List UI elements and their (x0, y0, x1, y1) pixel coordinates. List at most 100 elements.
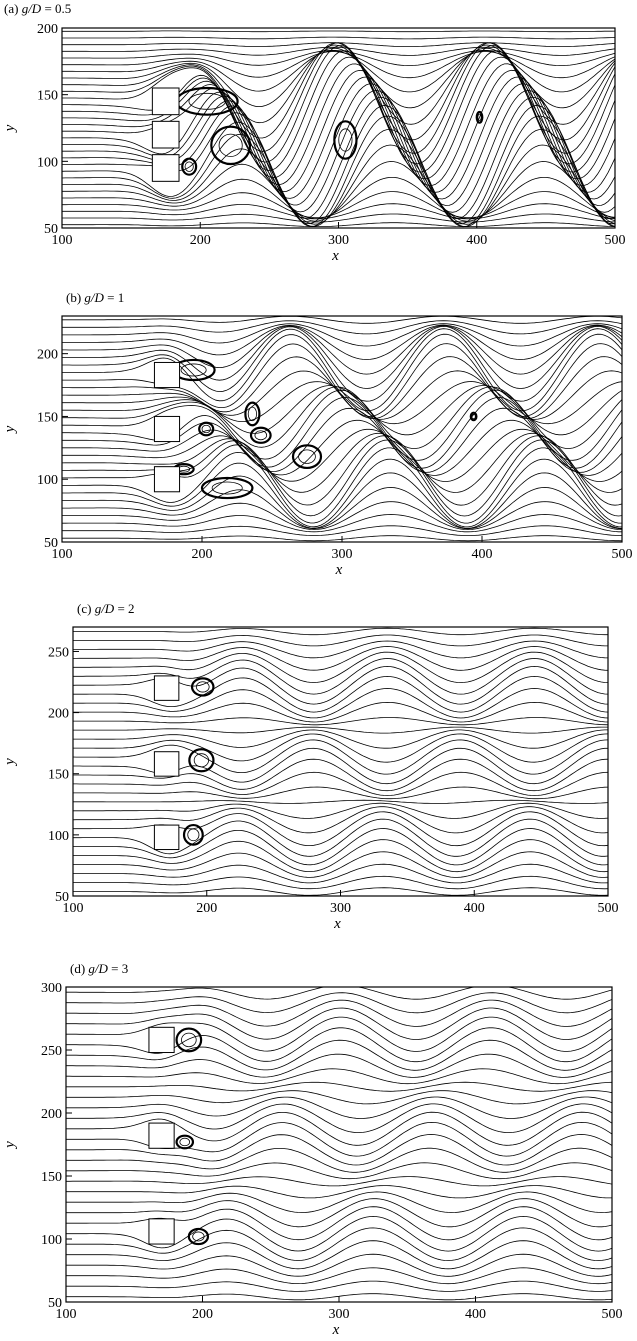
streamline (66, 1198, 612, 1228)
square-cylinder (153, 466, 181, 493)
streamline (73, 806, 608, 834)
streamline (73, 717, 608, 726)
vortex (247, 406, 257, 422)
panel-parameter: g/D (95, 601, 115, 616)
streamline (62, 47, 615, 109)
vortex (188, 92, 226, 110)
square-cylinder (151, 154, 180, 182)
streamline (66, 1053, 612, 1078)
streamline (62, 96, 615, 220)
streamline (73, 665, 608, 705)
x-axis-label: x (331, 248, 339, 264)
streamline (62, 76, 615, 200)
vortex (181, 1032, 197, 1048)
vortex (298, 449, 316, 464)
streamline (62, 30, 615, 33)
streamline (66, 1096, 612, 1119)
streamline (62, 161, 615, 222)
x-tick-label: 100 (52, 233, 73, 248)
streamline (66, 999, 612, 1027)
plot-frame (61, 27, 616, 229)
y-tick-label: 150 (37, 89, 58, 104)
x-tick-label: 200 (190, 233, 211, 248)
streamline (62, 144, 615, 225)
x-tick-label: 400 (464, 901, 485, 916)
vortex (188, 748, 215, 773)
y-tick-label: 150 (37, 410, 58, 425)
streamline-group (66, 987, 612, 1301)
square-cylinder (148, 1122, 175, 1149)
y-axis-label: y (2, 124, 18, 133)
panel-parameter: g/D (22, 1, 42, 16)
vortex (187, 1227, 210, 1246)
vortex (211, 481, 243, 495)
y-tick-label: 250 (41, 1044, 62, 1059)
streamline (62, 316, 622, 324)
streamline (73, 818, 608, 857)
streamline (66, 1267, 612, 1285)
x-tick-label: 300 (329, 1307, 350, 1322)
vortex (200, 476, 254, 500)
streamline (66, 1253, 612, 1277)
streamline (73, 640, 608, 659)
panel-title: (b) g/D = 1 (66, 290, 124, 305)
streamline (62, 487, 622, 530)
streamline (62, 514, 622, 533)
x-tick-label: 200 (192, 1307, 213, 1322)
streamline (62, 323, 622, 347)
streamline (62, 385, 622, 436)
y-tick-label: 200 (37, 22, 58, 37)
streamline (66, 1176, 612, 1187)
streamline (66, 1090, 612, 1105)
x-tick-label: 200 (196, 901, 217, 916)
x-tick-label: 500 (612, 547, 633, 562)
x-axis-label: x (333, 916, 341, 932)
streamline (62, 328, 622, 402)
x-tick-label: 300 (328, 233, 349, 248)
y-tick-label: 100 (41, 1233, 62, 1248)
streamline-group (62, 30, 615, 228)
streamline (62, 324, 622, 361)
streamline (62, 203, 615, 220)
streamline (62, 42, 615, 154)
streamline (73, 726, 608, 734)
streamline (73, 828, 608, 866)
streamline (62, 42, 615, 47)
streamline (62, 46, 615, 56)
vortex (338, 128, 353, 152)
panel-parameter: g/D (88, 961, 108, 976)
streamline (62, 51, 615, 79)
streamline (66, 1147, 612, 1173)
streamline (66, 1280, 612, 1292)
streamline (73, 863, 608, 884)
streamline (73, 634, 608, 647)
vortex (218, 133, 243, 157)
y-tick-label: 200 (41, 1107, 62, 1122)
vortex (291, 444, 323, 470)
square-cylinder (153, 361, 181, 389)
streamline (73, 688, 608, 719)
streamline (62, 36, 615, 40)
y-tick-label: 50 (55, 890, 69, 905)
streamline-group (73, 627, 608, 896)
x-tick-label: 200 (192, 547, 213, 562)
streamline (62, 333, 622, 412)
streamline (62, 458, 622, 528)
streamline (73, 729, 608, 749)
x-tick-label: 100 (56, 1307, 77, 1322)
streamline (73, 646, 608, 671)
streamline (73, 651, 608, 684)
square-cylinder (148, 1026, 175, 1054)
vortex (471, 413, 476, 420)
vortex (475, 110, 484, 124)
y-tick-label: 100 (37, 473, 58, 488)
vortex (254, 430, 268, 441)
vortex (333, 120, 358, 160)
streamline (62, 472, 622, 529)
streamline (62, 115, 615, 228)
panel-label: (c) (77, 601, 95, 616)
streamline (73, 675, 608, 713)
